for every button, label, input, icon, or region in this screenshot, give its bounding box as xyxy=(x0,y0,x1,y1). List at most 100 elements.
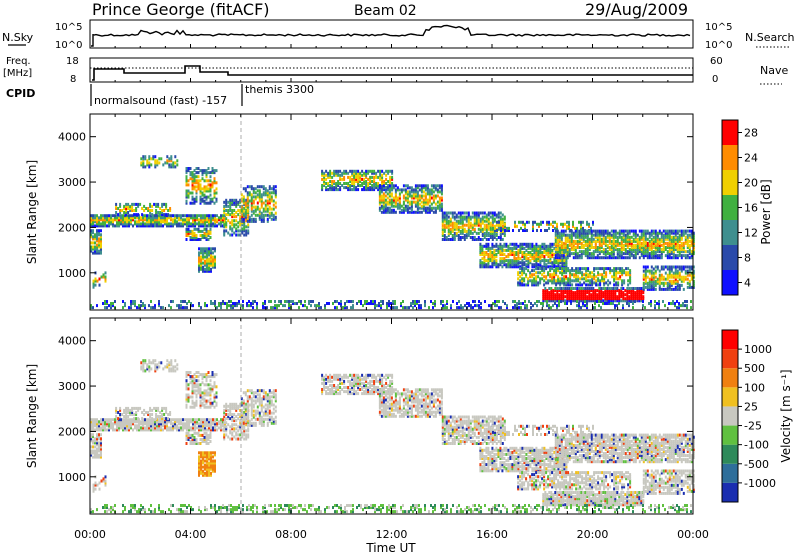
power-cell xyxy=(262,207,265,211)
power-cell xyxy=(652,235,655,239)
power-cell xyxy=(568,233,571,237)
power-cell xyxy=(386,302,388,305)
power-cell xyxy=(383,188,386,192)
power-cell xyxy=(666,283,669,287)
power-cell xyxy=(228,304,230,308)
power-cell xyxy=(658,243,661,247)
power-cell xyxy=(686,277,689,281)
power-cell xyxy=(545,263,548,267)
power-cell xyxy=(100,216,102,220)
power-cell xyxy=(365,173,368,177)
power-cell xyxy=(272,215,275,219)
power-cell xyxy=(634,229,637,233)
power-cell xyxy=(561,271,564,275)
power-cell xyxy=(521,251,524,254)
power-cell xyxy=(229,207,232,210)
power-cell xyxy=(384,200,387,204)
power-cell xyxy=(302,304,304,308)
power-cell xyxy=(586,239,589,243)
power-cell xyxy=(610,233,613,237)
power-cell xyxy=(202,265,204,269)
power-cell xyxy=(527,242,530,246)
power-cell xyxy=(493,253,496,256)
power-cell xyxy=(137,202,140,206)
power-cell xyxy=(144,216,146,220)
power-cell xyxy=(568,299,571,303)
power-cell xyxy=(191,175,194,179)
power-cell xyxy=(400,208,403,212)
power-cell xyxy=(270,306,272,310)
power-cell xyxy=(246,193,249,197)
power-cell xyxy=(94,245,96,249)
power-cell xyxy=(331,175,334,179)
power-cell xyxy=(467,223,470,227)
power-cell xyxy=(678,302,680,305)
power-cell xyxy=(585,271,588,275)
power-cell xyxy=(389,177,392,181)
power-cell xyxy=(225,200,228,204)
power-cell xyxy=(601,273,604,277)
power-cell xyxy=(206,267,208,271)
power-cell xyxy=(205,231,208,235)
power-cell xyxy=(442,304,444,308)
power-cell xyxy=(656,235,659,239)
power-cell xyxy=(400,304,402,308)
power-cell xyxy=(208,247,210,251)
power-cell xyxy=(247,225,250,229)
power-cell xyxy=(483,253,486,256)
power-cell xyxy=(570,300,572,303)
power-cell xyxy=(481,253,484,256)
power-cell xyxy=(603,277,606,281)
power-cell xyxy=(142,224,144,228)
power-cell xyxy=(426,184,429,188)
power-cell xyxy=(332,302,334,305)
power-cell xyxy=(568,239,571,243)
power-cell xyxy=(384,208,387,212)
power-cell xyxy=(646,243,649,247)
power-cell xyxy=(380,194,383,198)
power-cell xyxy=(634,235,637,239)
power-cell xyxy=(128,306,130,310)
power-cell xyxy=(483,211,486,215)
power-cell xyxy=(213,201,216,205)
power-cell xyxy=(674,287,677,291)
power-cell xyxy=(434,210,437,214)
power-cell xyxy=(565,281,568,285)
power-cell xyxy=(648,256,651,260)
power-cell xyxy=(483,227,486,231)
power-cell xyxy=(568,289,571,293)
power-cell xyxy=(380,188,383,192)
velocity-cell xyxy=(98,428,100,432)
freq-tick-bottom: 8 xyxy=(70,74,76,85)
power-cell xyxy=(602,235,605,239)
power-cell xyxy=(489,251,492,254)
power-cell xyxy=(584,239,587,243)
power-cell xyxy=(92,245,94,249)
power-cell xyxy=(471,225,474,229)
power-cell xyxy=(140,157,143,161)
power-cell xyxy=(237,202,240,206)
power-cell xyxy=(430,188,433,192)
power-cell xyxy=(682,265,685,269)
power-cell xyxy=(646,241,649,245)
power-cell xyxy=(533,263,536,267)
power-cell xyxy=(207,195,210,199)
power-cell xyxy=(587,273,590,277)
power-cell xyxy=(652,231,655,235)
power-cell xyxy=(381,182,384,185)
power-cell xyxy=(576,304,578,308)
power-cell xyxy=(182,306,184,310)
power-cell xyxy=(495,265,498,269)
velocity-cell xyxy=(170,420,172,424)
power-cell xyxy=(566,287,569,290)
power-cell xyxy=(584,243,587,247)
power-cell xyxy=(382,302,384,305)
power-cell xyxy=(527,281,530,285)
power-cell xyxy=(626,243,629,247)
power-cell xyxy=(268,193,271,197)
power-cell xyxy=(185,191,188,195)
power-cell xyxy=(581,271,584,275)
power-cell xyxy=(676,239,679,243)
power-cell xyxy=(274,191,277,195)
power-cell xyxy=(196,216,198,220)
